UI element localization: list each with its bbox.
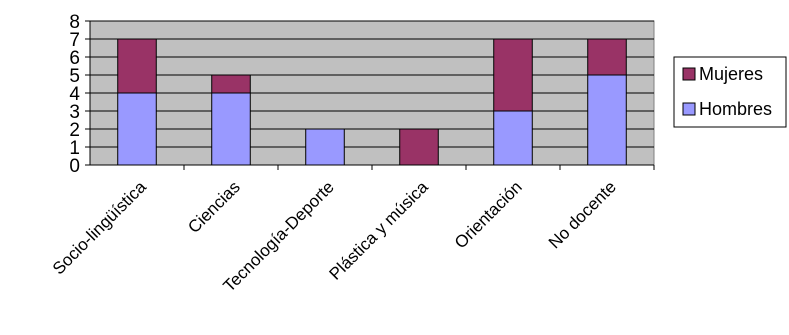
- x-tick-label: No docente: [545, 177, 620, 252]
- legend-swatch-hombres: [682, 102, 696, 116]
- y-tick-label: 2: [69, 120, 80, 141]
- y-tick-label: 1: [69, 138, 80, 159]
- x-tick-label: Socio-lingüística: [49, 177, 150, 278]
- legend-label-hombres: Hombres: [699, 99, 772, 119]
- gridlines: [90, 20, 654, 148]
- bar-mujeres-0: [117, 38, 157, 94]
- bar-mujeres-1: [211, 74, 251, 94]
- y-tick-label: 3: [69, 102, 80, 123]
- bar-mujeres-4: [493, 38, 533, 112]
- bar-mujeres-3: [399, 128, 439, 166]
- x-tick-label: Ciencias: [184, 177, 244, 237]
- bar-hombres-2: [305, 128, 345, 166]
- y-tick-label: 6: [69, 48, 80, 69]
- bars: [117, 38, 655, 170]
- legend-swatch-mujeres: [682, 67, 696, 81]
- x-tick-labels: Socio-lingüística CienciasTecnología-Depo…: [49, 177, 620, 296]
- y-tick-label: 4: [69, 84, 80, 105]
- bar-hombres-4: [493, 110, 533, 166]
- legend: Mujeres Hombres: [673, 56, 787, 128]
- x-tick-label: Plástica y música: [326, 177, 433, 284]
- y-tick-label: 0: [69, 156, 80, 177]
- y-tick-label: 8: [69, 12, 80, 33]
- legend-label-mujeres: Mujeres: [699, 64, 763, 84]
- bar-hombres-1: [211, 92, 251, 166]
- x-tick-label: Orientación: [451, 177, 526, 252]
- y-tick-label: 7: [69, 30, 80, 51]
- bar-mujeres-5: [587, 38, 627, 76]
- y-tick-label: 5: [69, 66, 80, 87]
- bar-hombres-5: [587, 74, 627, 166]
- bar-hombres-0: [117, 92, 157, 166]
